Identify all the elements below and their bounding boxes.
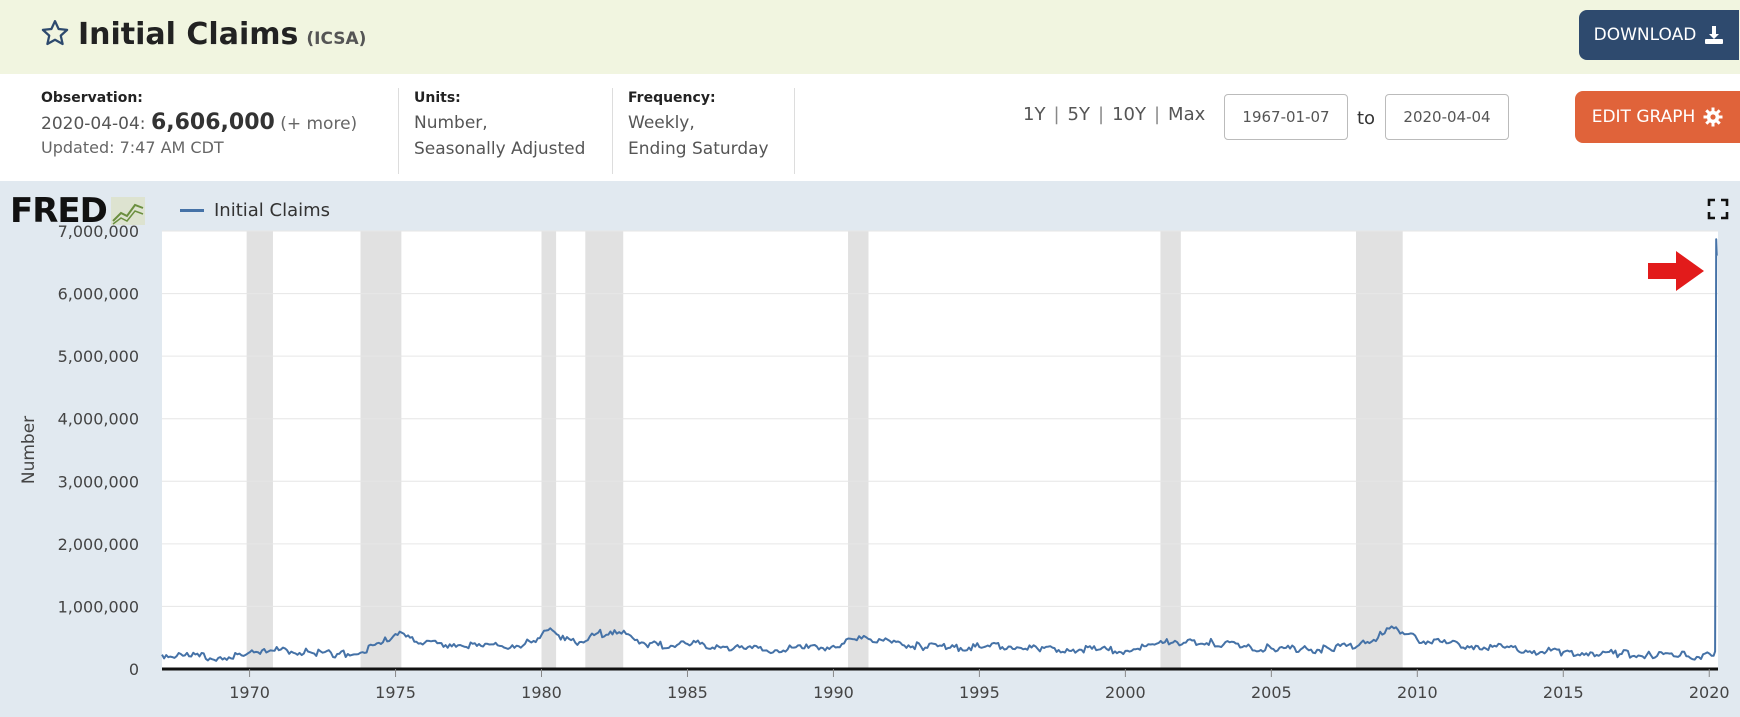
x-tick-label: 1980: [521, 683, 562, 702]
observation-date: 2020-04-04:: [41, 114, 146, 134]
x-tick-label: 2015: [1543, 683, 1584, 702]
legend-label: Initial Claims: [214, 200, 331, 221]
range-5y[interactable]: 5Y: [1067, 104, 1090, 125]
observation-label: Observation:: [41, 90, 143, 106]
x-tick-label: 2000: [1105, 683, 1146, 702]
x-tick-label: 2005: [1251, 683, 1292, 702]
y-axis-ticks: 0 1,000,000 2,000,000 3,000,000 4,000,000 5,0…: [58, 222, 139, 679]
legend-swatch: [180, 209, 204, 212]
range-selector: 1Y | 5Y | 10Y | Max: [1023, 104, 1205, 125]
recession-band: [848, 231, 869, 669]
y-tick-label: 6,000,000: [58, 285, 139, 304]
x-tick-label: 1985: [667, 683, 708, 702]
recession-bands: [162, 231, 1718, 669]
y-axis-label: Number: [19, 416, 39, 484]
y-tick-label: 1,000,000: [58, 597, 139, 616]
y-tick-label: 2,000,000: [58, 535, 139, 554]
range-separator: |: [1053, 104, 1060, 125]
fred-logo-text: FRED: [10, 191, 108, 231]
recession-band: [585, 231, 624, 669]
divider: [398, 88, 399, 174]
units-block: Units: Number, Seasonally Adjusted: [414, 90, 585, 162]
range-separator: |: [1153, 104, 1161, 125]
fred-logo[interactable]: FRED: [10, 191, 145, 231]
x-tick-label: 2010: [1397, 683, 1438, 702]
range-10y[interactable]: 10Y: [1112, 104, 1146, 125]
page-title: Initial Claims: [78, 17, 299, 52]
updated-time: Updated: 7:47 AM CDT: [41, 138, 224, 157]
range-1y[interactable]: 1Y: [1023, 104, 1046, 125]
series-line-initial-claims[interactable]: [161, 238, 1718, 662]
fullscreen-icon[interactable]: [1706, 197, 1730, 221]
x-tick-label: 2020: [1689, 683, 1730, 702]
observation-value: 6,606,000: [150, 110, 275, 135]
annotation-arrow: [1648, 251, 1704, 291]
observation-more-link[interactable]: (+ more): [280, 114, 358, 134]
recession-band: [541, 231, 557, 669]
recession-band: [1356, 231, 1403, 669]
legend: Initial Claims: [180, 200, 330, 221]
download-button[interactable]: DOWNLOAD: [1579, 10, 1739, 60]
gridlines: [162, 230, 1718, 607]
range-separator: |: [1097, 104, 1105, 125]
download-icon: [1705, 26, 1724, 44]
observation-block: Observation: 2020-04-04: 6,606,000 (+ mo…: [41, 90, 357, 159]
chart-trend-icon: [110, 197, 145, 225]
y-tick-label: 4,000,000: [58, 410, 139, 429]
recession-band: [360, 231, 402, 669]
start-date-input[interactable]: [1224, 94, 1348, 140]
to-label: to: [1357, 108, 1376, 129]
y-tick-label: 0: [129, 660, 139, 679]
x-tick-label: 1990: [813, 683, 854, 702]
info-bar: Observation: 2020-04-04: 6,606,000 (+ mo…: [0, 74, 1740, 181]
star-icon[interactable]: [40, 18, 70, 48]
units-label: Units:: [414, 90, 461, 106]
plot-area: [162, 231, 1718, 669]
red-arrow-icon: [1648, 251, 1704, 291]
x-tick-label: 1975: [375, 683, 416, 702]
divider: [794, 88, 795, 174]
range-max[interactable]: Max: [1168, 104, 1206, 125]
series-layer: [161, 238, 1718, 662]
end-date-input[interactable]: [1385, 94, 1509, 140]
y-tick-label: 5,000,000: [58, 347, 139, 366]
observation-line: 2020-04-04: 6,606,000 (+ more): [41, 110, 357, 137]
edit-graph-label: EDIT GRAPH: [1591, 107, 1696, 127]
download-label: DOWNLOAD: [1593, 25, 1697, 45]
series-header: Initial Claims (ICSA) DOWNLOAD: [0, 0, 1740, 74]
edit-graph-button[interactable]: EDIT GRAPH: [1575, 91, 1740, 143]
x-tick-label: 1970: [229, 683, 270, 702]
gear-icon: [1703, 107, 1723, 127]
frequency-line-1: Weekly,: [628, 113, 695, 133]
title-area: Initial Claims (ICSA): [40, 14, 366, 52]
units-line-1: Number,: [414, 113, 488, 133]
frequency-label: Frequency:: [628, 90, 716, 106]
y-tick-label: 3,000,000: [58, 472, 139, 491]
series-id: (ICSA): [306, 29, 367, 49]
frequency-line-2: Ending Saturday: [628, 139, 769, 159]
line-chart: 0 1,000,000 2,000,000 3,000,000 4,000,000 5,0…: [19, 222, 1730, 702]
y-tick-label: 7,000,000: [58, 222, 139, 241]
chart-panel: 0 1,000,000 2,000,000 3,000,000 4,000,000 5,0…: [0, 181, 1740, 717]
x-tick-label: 1995: [959, 683, 1000, 702]
x-axis-ticks: 1970 1975 1980 1985 1990 1995 2000 2005 2010 2015…: [162, 667, 1730, 702]
divider: [612, 88, 613, 174]
recession-band: [1160, 231, 1181, 669]
frequency-block: Frequency: Weekly, Ending Saturday: [628, 90, 769, 162]
units-line-2: Seasonally Adjusted: [414, 139, 586, 159]
recession-band: [246, 231, 273, 669]
